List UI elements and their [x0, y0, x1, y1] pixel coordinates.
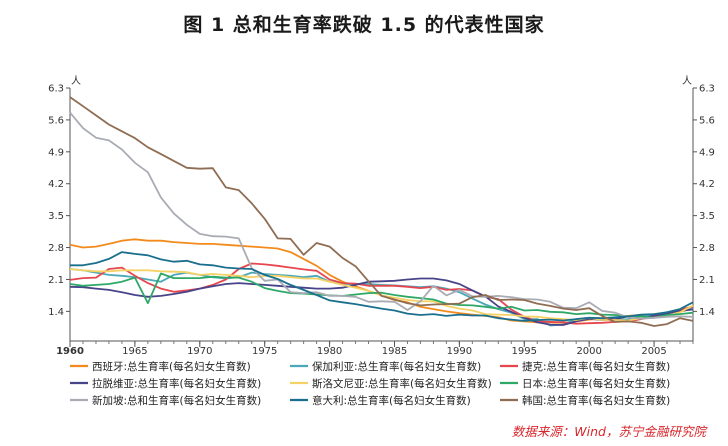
y-tick-label-right: 6.3: [699, 84, 715, 95]
x-tick-label: 1980: [317, 346, 342, 357]
x-tick-label: 1995: [512, 346, 537, 357]
y-tick-label-right: 2.8: [699, 243, 715, 254]
y-tick-label-left: 1.4: [48, 307, 64, 318]
source-note: 数据来源：Wind，苏宁金融研究院: [511, 424, 706, 439]
series-line-8: [70, 251, 694, 322]
x-tick-label: 1990: [447, 346, 472, 357]
y-tick-label-right: 4.2: [699, 179, 715, 190]
legend-label-8: 意大利:总生育率(每名妇女生育数): [312, 394, 471, 407]
legend-label-7: 新加坡:总和生育率(每名妇女生育数): [92, 394, 261, 407]
y-unit-left: 人: [71, 75, 81, 87]
legend-label-3: 捷克:总生育率(每名妇女生育数): [522, 360, 670, 373]
x-tick-label: 1965: [122, 346, 147, 357]
chart-title: 图 1 总和生育率跌破 1.5 的代表性国家: [183, 14, 545, 36]
y-tick-label-left: 4.9: [48, 147, 64, 158]
y-tick-label-right: 5.6: [699, 115, 715, 126]
x-tick-label: 2000: [576, 346, 601, 357]
x-tick-label: 2005: [641, 346, 666, 357]
y-tick-label-left: 6.3: [48, 84, 64, 95]
series-line-7: [69, 112, 694, 320]
y-tick-label-right: 4.9: [699, 147, 715, 158]
y-tick-label-right: 1.4: [699, 307, 715, 318]
y-tick-label-left: 3.5: [48, 211, 64, 222]
x-tick-label: 1960: [56, 346, 84, 357]
legend-label-9: 韩国:总生育率(每名妇女生育数): [522, 394, 670, 407]
y-unit-right: 人: [682, 75, 692, 87]
y-tick-label-left: 2.8: [48, 243, 64, 254]
x-tick-label: 1975: [252, 346, 277, 357]
legend-label-6: 日本:总生育率(每名妇女生育数): [522, 377, 670, 390]
legend-label-1: 西班牙:总生育率(每名妇女生育数): [92, 360, 251, 373]
series-line-6: [69, 272, 694, 319]
y-tick-label-left: 2.1: [48, 275, 64, 286]
legend-label-4: 拉脱维亚:总生育率(每名妇女生育数): [92, 377, 261, 390]
x-tick-label: 1985: [382, 346, 407, 357]
legend-label-2: 保加利亚:总生育率(每名妇女生育数): [312, 360, 481, 373]
series-line-9: [69, 96, 694, 327]
series-line-3: [69, 262, 694, 325]
y-tick-label-right: 3.5: [699, 211, 715, 222]
series-line-2: [69, 268, 694, 327]
x-tick-label: 1970: [187, 346, 212, 357]
y-tick-label-left: 5.6: [48, 115, 64, 126]
y-tick-label-right: 2.1: [699, 275, 715, 286]
y-tick-label-left: 4.2: [48, 179, 64, 190]
legend-label-5: 斯洛文尼亚:总生育率(每名妇女生育数): [312, 377, 492, 390]
